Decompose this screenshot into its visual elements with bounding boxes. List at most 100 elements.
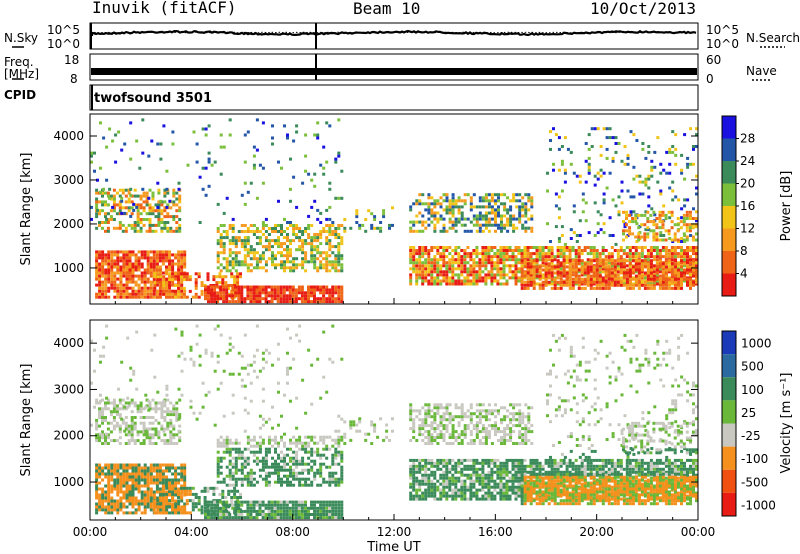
- heatmap-cell: [149, 283, 153, 287]
- heatmap-cell: [273, 516, 277, 520]
- heatmap-cell: [673, 238, 677, 242]
- heatmap-cell: [557, 240, 561, 243]
- heatmap-cell: [153, 505, 157, 509]
- heatmap-cell: [595, 283, 599, 287]
- heatmap-cell: [127, 200, 131, 204]
- heatmap-cell: [568, 255, 572, 259]
- heatmap-cell: [502, 249, 506, 252]
- heatmap-cell: [322, 227, 326, 230]
- heatmap-cell: [255, 450, 259, 454]
- heatmap-cell: [616, 277, 620, 281]
- heatmap-cell: [237, 230, 241, 233]
- heatmap-cell: [183, 295, 187, 299]
- heatmap-cell: [692, 246, 695, 249]
- heatmap-cell: [143, 466, 147, 470]
- heatmap-cell: [146, 499, 150, 503]
- heatmap-cell: [152, 253, 156, 257]
- heatmap-cell: [632, 133, 636, 137]
- heatmap-cell: [523, 280, 527, 284]
- heatmap-cell: [671, 198, 675, 202]
- heatmap-cell: [689, 283, 692, 287]
- heatmap-cell: [118, 430, 122, 434]
- heatmap-cell: [188, 492, 192, 496]
- heatmap-cell: [331, 224, 335, 227]
- heatmap-cell: [128, 253, 132, 257]
- heatmap-cell: [445, 273, 449, 277]
- heatmap-cell: [631, 265, 635, 269]
- heatmap-cell: [140, 511, 144, 515]
- heatmap-cell: [625, 246, 629, 249]
- heatmap-cell: [655, 226, 659, 230]
- heatmap-cell: [165, 492, 169, 496]
- heatmap-cell: [614, 204, 618, 208]
- heatmap-cell: [185, 278, 189, 282]
- heatmap-cell: [210, 285, 214, 289]
- heatmap-cell: [560, 159, 564, 163]
- heatmap-cell: [101, 490, 105, 494]
- heatmap-cell: [529, 277, 533, 281]
- heatmap-cell: [183, 259, 187, 263]
- heatmap-cell: [291, 300, 295, 304]
- heatmap-cell: [149, 499, 153, 503]
- heatmap-cell: [682, 232, 686, 236]
- heatmap-cell: [328, 288, 332, 292]
- heatmap-cell: [337, 509, 341, 513]
- heatmap-cell: [115, 407, 119, 411]
- heatmap-cell: [177, 508, 180, 512]
- heatmap-cell: [541, 283, 545, 287]
- heatmap-cell: [112, 206, 116, 210]
- heatmap-cell: [628, 277, 632, 281]
- heatmap-cell: [325, 239, 329, 243]
- heatmap-cell: [236, 275, 240, 279]
- heatmap-cell: [146, 490, 150, 494]
- heatmap-cell: [415, 199, 419, 203]
- heatmap-cell: [219, 509, 223, 513]
- heatmap-cell: [152, 478, 156, 482]
- heatmap-cell: [183, 472, 187, 476]
- heatmap-cell: [680, 280, 683, 284]
- heatmap-cell: [155, 253, 159, 257]
- heatmap-cell: [629, 195, 633, 199]
- heatmap-cell: [134, 265, 138, 269]
- heatmap-cell: [289, 474, 292, 478]
- heatmap-cell: [143, 286, 147, 290]
- heatmap-cell: [264, 285, 268, 289]
- heatmap-cell: [291, 509, 295, 513]
- heatmap-cell: [634, 270, 638, 274]
- heatmap-cell: [145, 416, 149, 419]
- heatmap-cell: [175, 229, 179, 233]
- heatmap-cell: [646, 286, 650, 290]
- heatmap-cell: [246, 513, 250, 516]
- heatmap-cell: [276, 509, 280, 513]
- heatmap-cell: [261, 459, 265, 463]
- heatmap-cell: [481, 276, 485, 280]
- heatmap-cell: [661, 255, 665, 259]
- heatmap-cell: [157, 401, 161, 405]
- heatmap-cell: [391, 206, 394, 210]
- heatmap-cell: [502, 258, 506, 262]
- heatmap-cell: [131, 262, 135, 266]
- heatmap-cell: [216, 285, 220, 289]
- heatmap-cell: [550, 282, 554, 286]
- heatmap-cell: [149, 475, 153, 479]
- heatmap-cell: [243, 257, 247, 261]
- heatmap-cell: [499, 270, 503, 274]
- heatmap-cell: [119, 496, 123, 500]
- heatmap-cell: [451, 255, 455, 259]
- heatmap-cell: [625, 280, 629, 284]
- heatmap-cell: [128, 487, 132, 491]
- heatmap-cell: [334, 157, 338, 161]
- heatmap-cell: [125, 292, 129, 296]
- heatmap-cell: [96, 178, 99, 182]
- heatmap-cell: [283, 266, 286, 270]
- heatmap-cell: [557, 168, 561, 172]
- heatmap-cell: [228, 300, 232, 304]
- heatmap-cell: [122, 256, 126, 260]
- heatmap-cell: [152, 466, 156, 470]
- heatmap-cell: [156, 289, 160, 293]
- heatmap-cell: [101, 200, 104, 204]
- heatmap-cell: [157, 221, 161, 224]
- heatmap-cell: [497, 214, 500, 218]
- heatmap-cell: [252, 145, 256, 149]
- heatmap-cell: [152, 289, 156, 293]
